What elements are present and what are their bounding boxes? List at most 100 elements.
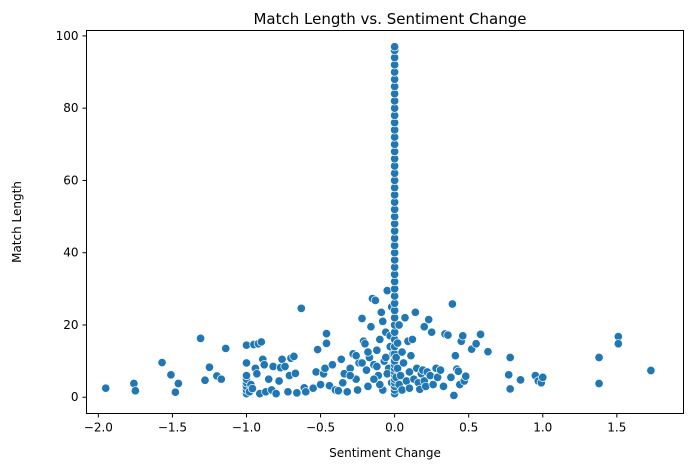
x-tick-label: 0.5: [459, 421, 478, 435]
data-point: [241, 371, 252, 381]
data-point: [321, 329, 332, 339]
data-point: [336, 354, 346, 364]
data-point: [646, 365, 656, 376]
y-axis-ticks: 0 20 40 60 80 100: [56, 29, 87, 404]
data-point: [256, 337, 266, 347]
data-point: [366, 322, 376, 332]
y-tick-label: 20: [63, 318, 78, 332]
data-point: [505, 352, 515, 363]
data-point: [216, 374, 226, 384]
x-tick-label: 1.0: [533, 421, 552, 435]
data-point: [446, 372, 456, 382]
data-point: [400, 313, 410, 323]
data-point: [338, 378, 348, 388]
data-point: [170, 387, 180, 397]
plot-frame: [86, 30, 684, 414]
data-point: [419, 322, 429, 332]
x-tick-label: −1.0: [232, 421, 261, 435]
data-point: [196, 333, 206, 343]
data-point: [289, 351, 299, 361]
data-point: [404, 367, 414, 377]
data-point: [398, 358, 409, 368]
data-point: [327, 360, 337, 370]
data-point: [424, 315, 434, 325]
data-point: [382, 369, 392, 379]
data-point: [438, 381, 449, 391]
data-point: [458, 331, 468, 341]
x-axis-ticks: −2.0 −1.5 −1.0 −0.5 0.0 0.5 1.0 1.5: [84, 413, 626, 435]
data-point: [333, 386, 343, 396]
data-point: [538, 372, 548, 382]
data-point: [453, 366, 463, 376]
data-point: [410, 307, 420, 317]
data-point: [594, 378, 604, 389]
data-point: [247, 384, 257, 394]
data-point: [475, 329, 486, 339]
data-point: [316, 380, 326, 390]
data-point: [504, 370, 514, 380]
data-point: [505, 384, 515, 394]
data-point: [292, 388, 302, 398]
data-point: [375, 380, 385, 390]
data-point: [320, 363, 330, 373]
data-point: [259, 360, 269, 370]
data-point: [360, 339, 370, 349]
data-point: [361, 365, 372, 375]
data-point: [271, 389, 281, 399]
data-point: [394, 320, 404, 330]
data-point: [461, 371, 471, 381]
data-point: [372, 361, 382, 372]
data-point: [391, 352, 401, 363]
data-point: [353, 385, 363, 395]
data-point: [428, 380, 438, 390]
x-tick-label: −1.5: [158, 421, 187, 435]
data-point: [274, 376, 284, 386]
data-point: [301, 387, 311, 397]
data-point: [166, 370, 176, 380]
data-point: [397, 347, 407, 357]
data-point: [378, 316, 388, 326]
data-point: [363, 381, 373, 391]
data-point: [252, 369, 262, 379]
y-tick-label: 100: [56, 29, 79, 43]
data-point: [283, 387, 293, 397]
data-point: [382, 286, 392, 296]
y-tick-label: 0: [71, 390, 79, 404]
data-point: [421, 381, 431, 391]
data-point: [200, 375, 210, 385]
data-point: [435, 365, 446, 375]
data-point: [376, 307, 386, 317]
data-point: [363, 347, 373, 357]
x-tick-label: 1.5: [607, 421, 626, 435]
data-point: [375, 334, 385, 344]
data-point: [447, 299, 457, 309]
y-tick-label: 40: [63, 246, 78, 260]
data-point: [390, 42, 400, 52]
data-point: [130, 386, 140, 396]
data-point: [308, 383, 318, 393]
data-point: [594, 352, 604, 363]
y-tick-label: 60: [63, 173, 78, 187]
data-point: [241, 358, 252, 368]
data-point: [357, 358, 367, 368]
data-point: [471, 339, 481, 349]
data-point: [443, 330, 453, 340]
data-point: [381, 352, 391, 363]
data-point: [404, 383, 414, 393]
x-tick-label: −2.0: [84, 421, 113, 435]
data-point: [483, 347, 493, 357]
data-point: [296, 303, 306, 313]
data-point: [393, 338, 403, 348]
data-point: [450, 351, 460, 361]
data-point: [268, 361, 278, 372]
data-point: [357, 313, 367, 324]
data-point: [311, 367, 321, 377]
data-point: [406, 351, 416, 361]
data-point: [425, 371, 435, 381]
data-point: [313, 344, 323, 355]
data-point: [342, 387, 352, 397]
data-point: [372, 345, 382, 355]
data-point: [345, 371, 355, 381]
data-point: [290, 368, 300, 378]
